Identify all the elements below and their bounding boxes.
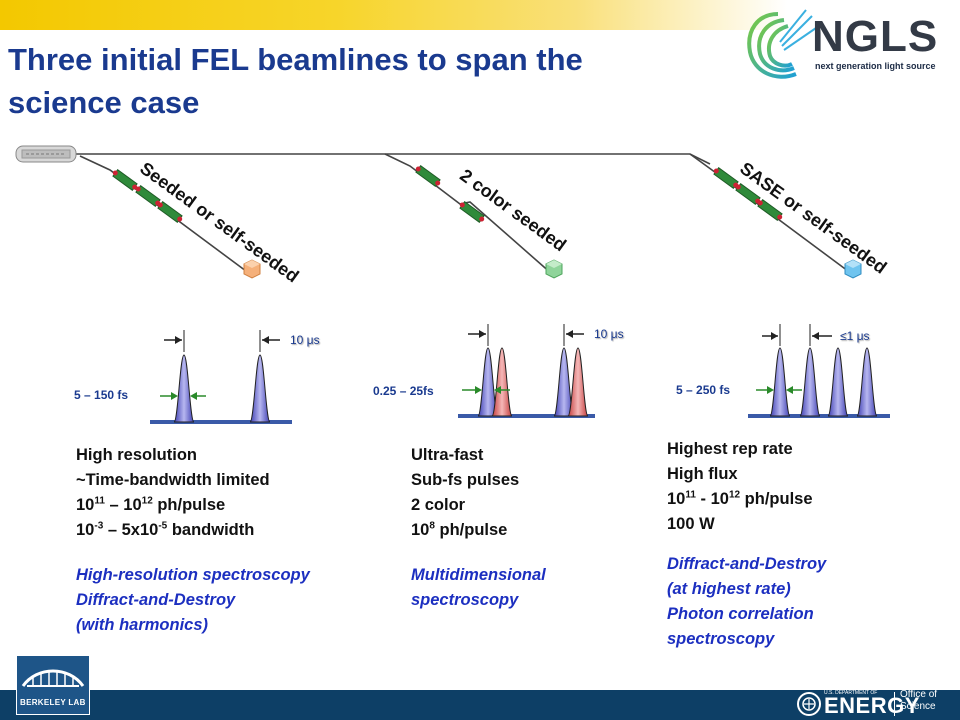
doe-seal-icon: [797, 692, 821, 716]
spec-line: Sub-fs pulses: [411, 471, 520, 489]
berkeley-lab-logo: [16, 655, 90, 715]
ngls-logo-swirl-icon: [747, 9, 817, 79]
berkeley-lab-building-icon: [21, 669, 85, 687]
spec-line: 10-3 – 5x10-5 bandwidth: [76, 520, 255, 539]
spec-line: 108 ph/pulse: [411, 520, 508, 539]
pulse-diagrams: [150, 324, 890, 424]
application-line: Multidimensional: [411, 566, 546, 584]
application-line: Diffract-and-Destroy: [667, 555, 827, 573]
application-line: Diffract-and-Destroy: [76, 591, 236, 609]
undulator-set-1-icon: [112, 169, 183, 223]
application-line: (at highest rate): [667, 580, 791, 598]
spec-line: Ultra-fast: [411, 446, 484, 464]
main-beam-trunk: [70, 153, 711, 165]
linac-icon: [15, 145, 77, 163]
doe-small-text: U.S. DEPARTMENT OF: [824, 690, 878, 696]
spacing-label-2: 10 μs: [594, 327, 624, 341]
spacing-label-3: ≤1 μs: [840, 329, 870, 343]
application-line: (with harmonics): [76, 616, 209, 634]
doe-energy-text: ENERGY: [824, 693, 920, 718]
title-line-2: science case: [8, 85, 200, 120]
pulse-width-label-3: 5 – 250 fs: [676, 383, 731, 397]
spec-line: High flux: [667, 465, 738, 483]
pulse-width-label-2: 0.25 – 25fs: [373, 384, 434, 398]
spec-line: Highest rep rate: [667, 440, 793, 458]
branch-line-3: [689, 153, 853, 275]
spacing-label-1: 10 μs: [290, 333, 320, 347]
spec-line: 100 W: [667, 515, 715, 533]
pulse-train-1: [150, 330, 292, 424]
header-band: [0, 0, 960, 30]
spec-line: ~Time-bandwidth limited: [76, 471, 270, 489]
spec-line: 1011 – 1012 ph/pulse: [76, 495, 226, 514]
endstation-1-icon: [243, 259, 261, 279]
ngls-logo-word: NGLS: [812, 12, 939, 61]
undulator-set-2-icon: [415, 165, 485, 223]
spec-line: 2 color: [411, 496, 466, 514]
beamline-1-specs: High resolution ~Time-bandwidth limited …: [76, 443, 396, 638]
office-line-1: Office of: [900, 689, 938, 700]
title-line-1: Three initial FEL beamlines to span the: [8, 42, 583, 77]
pulse-train-2: [458, 324, 595, 418]
pulse-width-label-1: 5 – 150 fs: [74, 388, 129, 402]
application-line: spectroscopy: [667, 630, 775, 648]
undulator-set-3-icon: [713, 167, 783, 221]
endstation-2-icon: [545, 259, 563, 279]
footer-divider: [894, 692, 895, 716]
application-line: High-resolution spectroscopy: [76, 566, 310, 584]
page-title: Three initial FEL beamlines to span the …: [8, 38, 728, 124]
application-line: spectroscopy: [411, 591, 519, 609]
office-of-science-text: Office of Science: [900, 689, 937, 713]
endstation-3-icon: [844, 259, 862, 279]
berkeley-lab-text: BERKELEY LAB: [20, 698, 86, 707]
spec-line: High resolution: [76, 446, 197, 464]
office-line-2: Science: [900, 701, 936, 712]
beamline-layout-diagram: [15, 145, 862, 279]
pulse-train-3: [748, 324, 890, 418]
beamline-3-specs: Highest rep rate High flux 1011 - 1012 p…: [667, 437, 927, 652]
ngls-logo-subtitle: next generation light source: [815, 61, 936, 71]
branch-line-1: [79, 155, 251, 275]
application-line: Photon correlation: [667, 605, 814, 623]
spec-line: 1011 - 1012 ph/pulse: [667, 489, 813, 508]
beamline-2-specs: Ultra-fast Sub-fs pulses 2 color 108 ph/…: [411, 443, 641, 613]
